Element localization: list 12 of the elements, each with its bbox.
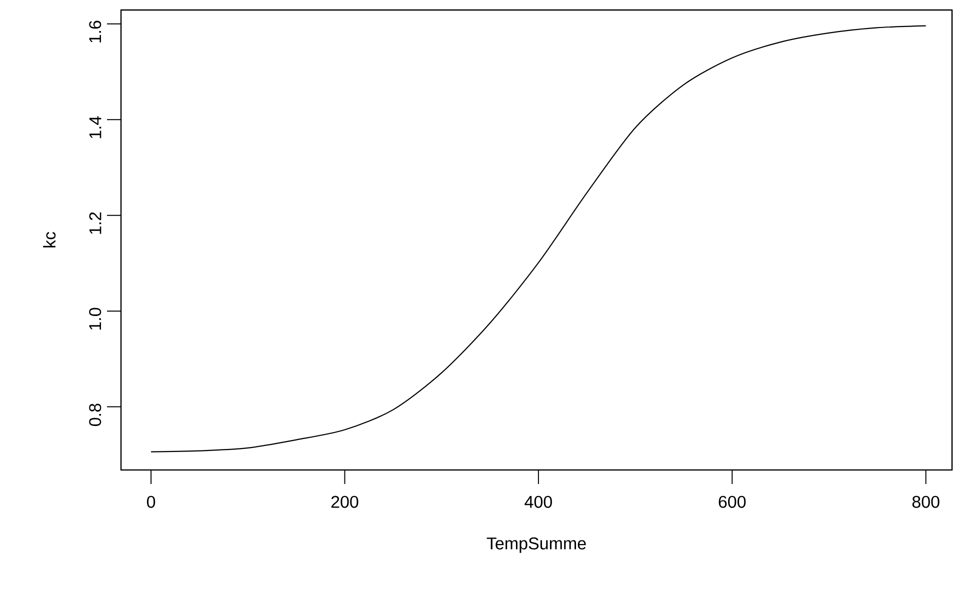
y-axis-title: kc [43, 232, 56, 248]
y-tick-label: 1.0 [89, 308, 102, 330]
y-tick-label: 0.8 [89, 404, 102, 426]
y-tick-label: 1.4 [89, 116, 102, 138]
x-tick-label: 200 [331, 496, 358, 508]
x-tick-label: 400 [524, 496, 552, 508]
y-tick-label: 1.6 [89, 20, 102, 42]
y-tick-label: 1.2 [89, 212, 102, 234]
x-tick-label: 600 [718, 496, 746, 508]
x-axis-title: TempSumme [486, 537, 586, 553]
x-tick-label: 0 [146, 496, 156, 508]
x-tick-label: 800 [912, 496, 940, 508]
